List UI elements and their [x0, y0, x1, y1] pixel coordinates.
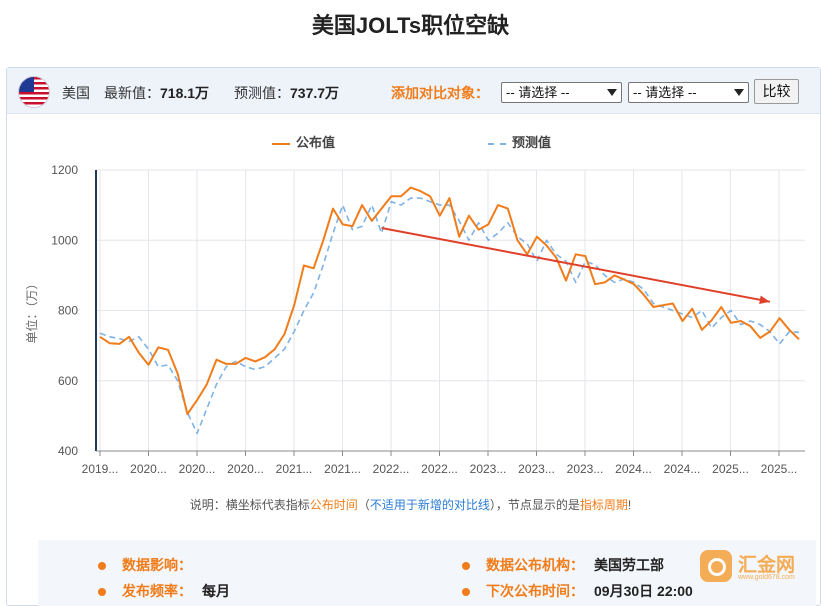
- series-line-actual: [99, 186, 800, 416]
- chart-card: 美国 最新值：718.1万 预测值：737.7万 添加对比对象： -- 请选择 …: [6, 67, 821, 606]
- agency-item: 数据公布机构： 美国劳工部: [462, 555, 664, 575]
- x-tick-label: 2021...: [276, 462, 313, 476]
- x-tick-label: 2020...: [179, 462, 216, 476]
- chart-note: 说明：横坐标代表指标公布时间（不适用于新增的对比线），节点显示的是指标周期!: [189, 498, 632, 512]
- y-tick-label: 400: [58, 444, 78, 458]
- info-footer: 数据影响： 发布频率： 每月 数据公布机构： 美国劳工部 下次公布时间： 09月30日…: [38, 540, 816, 606]
- x-tick-label: 2023...: [567, 462, 604, 476]
- x-tick-label: 2020...: [130, 462, 167, 476]
- y-tick-label: 1000: [51, 233, 78, 247]
- watermark: 汇金网 www.gold678.com: [700, 548, 810, 584]
- frequency-item: 发布频率： 每月: [98, 581, 230, 601]
- x-tick-label: 2025...: [761, 462, 798, 476]
- watermark-brand: 汇金网: [738, 555, 796, 576]
- bullet-icon: [98, 562, 106, 571]
- bullet-icon: [98, 588, 106, 597]
- series-line-forecast: [99, 197, 800, 435]
- x-tick-label: 2023...: [470, 462, 507, 476]
- info-bar: 美国 最新值：718.1万 预测值：737.7万 添加对比对象： -- 请选择 …: [7, 68, 820, 114]
- latest-value: 最新值：718.1万: [104, 85, 210, 101]
- compare-select-1[interactable]: -- 请选择 --: [501, 82, 622, 103]
- compare-button[interactable]: 比较: [754, 79, 799, 104]
- chevron-down-icon: [607, 89, 617, 96]
- bullet-icon: [462, 588, 470, 597]
- x-tick-label: 2020...: [227, 462, 264, 476]
- trend-arrow: [381, 226, 771, 303]
- y-axis-label: 单位：（万）: [24, 277, 39, 343]
- y-tick-label: 1200: [51, 163, 78, 177]
- x-tick-label: 2021...: [324, 462, 361, 476]
- legend-item-forecast[interactable]: 预测值: [488, 132, 551, 151]
- x-tick-label: 2023...: [518, 462, 555, 476]
- x-tick-label: 2019...: [82, 462, 119, 476]
- x-tick-label: 2022...: [373, 462, 410, 476]
- impact-item: 数据影响：: [98, 555, 202, 575]
- x-tick-label: 2022...: [421, 462, 458, 476]
- legend-swatch-actual: [272, 142, 290, 145]
- watermark-url: www.gold678.com: [738, 574, 795, 581]
- bullet-icon: [462, 562, 470, 571]
- x-tick-label: 2024...: [615, 462, 652, 476]
- compare-select-2[interactable]: -- 请选择 --: [628, 82, 749, 103]
- trend-arrow-head: [759, 295, 770, 305]
- us-flag-icon: [18, 76, 50, 108]
- legend-swatch-forecast: [488, 142, 506, 145]
- next-release-item: 下次公布时间： 09月30日 22:00: [462, 581, 693, 601]
- compare-label: 添加对比对象：: [391, 85, 489, 101]
- country-name: 美国: [62, 85, 90, 101]
- page-title: 美国JOLTs职位空缺: [311, 13, 510, 38]
- legend-item-actual[interactable]: 公布值: [272, 132, 335, 151]
- brand-logo-icon: [700, 550, 732, 582]
- chevron-down-icon: [734, 89, 744, 96]
- x-tick-label: 2025...: [712, 462, 749, 476]
- x-tick-label: 2024...: [664, 462, 701, 476]
- y-tick-label: 800: [58, 304, 78, 318]
- forecast-value: 预测值：737.7万: [234, 85, 340, 101]
- y-tick-label: 600: [58, 374, 78, 388]
- line-chart: 400 600 800 1000 1200 2019... 2020... 2020... 20…: [24, 163, 805, 476]
